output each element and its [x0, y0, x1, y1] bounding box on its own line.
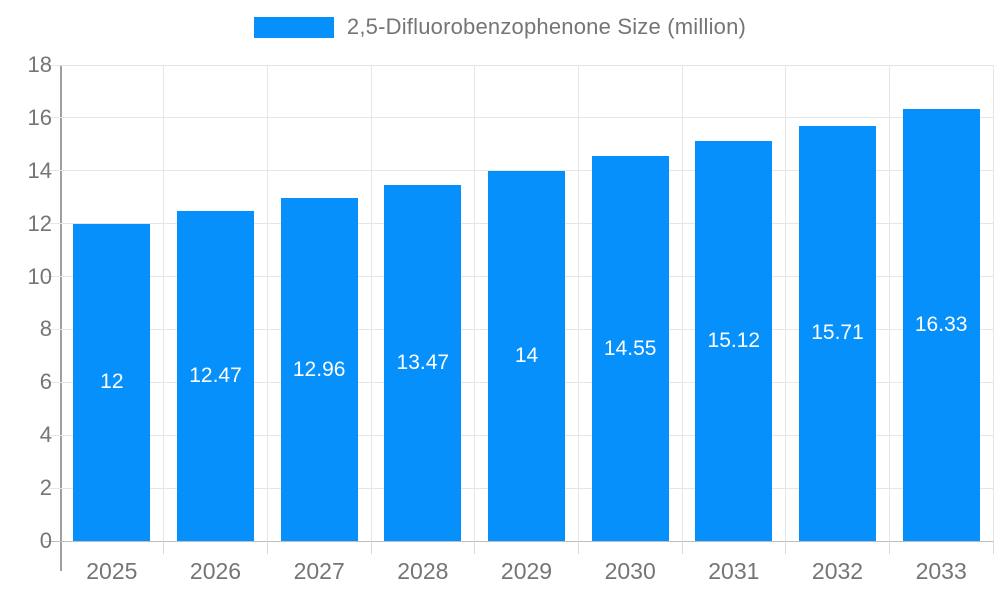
x-tick-label: 2029 [500, 558, 553, 584]
x-axis-baseline [45, 540, 993, 542]
bar-value-label: 13.47 [396, 350, 450, 374]
x-tick-mark [370, 541, 372, 554]
v-gridline [163, 65, 165, 541]
y-tick-label: 0 [39, 528, 52, 553]
x-tick-label: 2028 [397, 558, 449, 584]
bar-value-label: 14 [514, 343, 539, 367]
x-tick-mark [474, 541, 476, 554]
bar-value-label: 12.96 [292, 357, 346, 381]
bar-2026[interactable] [177, 211, 254, 541]
bar-2031[interactable] [695, 141, 773, 541]
x-tick-mark [785, 541, 787, 554]
x-tick-mark [992, 541, 994, 554]
bar-value-label: 14.55 [603, 336, 657, 360]
v-gridline [474, 65, 476, 541]
plot-area: 12 12.47 12.96 13.47 14 14.55 15.12 15.71 16.33 [45, 64, 994, 554]
v-gridline [681, 65, 683, 541]
bar-2030[interactable] [591, 156, 669, 541]
y-tick-label: 16 [27, 104, 52, 130]
v-gridline [992, 65, 994, 541]
bar-2027[interactable] [280, 198, 358, 541]
x-axis-labels: 2025 2026 2027 2028 2029 2030 2031 2032 2033 [60, 552, 993, 592]
y-tick-label: 4 [39, 422, 52, 448]
legend-label: 2,5-Difluorobenzophenone Size (million) [346, 14, 747, 39]
y-tick-label: 12 [27, 210, 52, 236]
x-tick-label: 2033 [915, 558, 967, 584]
y-tick-label: 2 [39, 475, 52, 501]
x-tick-mark [266, 541, 268, 554]
bar-value-label: 15.71 [811, 321, 864, 345]
y-tick-label: 6 [39, 369, 52, 395]
bar-2025[interactable] [73, 223, 151, 541]
bar-value-label: 16.33 [914, 313, 968, 337]
v-gridline [577, 65, 579, 541]
legend-swatch [253, 16, 334, 38]
x-tick-label: 2025 [86, 558, 138, 584]
v-gridline [888, 65, 890, 541]
y-tick-label: 14 [27, 157, 52, 183]
x-tick-label: 2031 [708, 558, 760, 584]
v-gridline [266, 65, 268, 541]
x-tick-label: 2032 [811, 558, 864, 584]
bar-value-label: 12 [100, 370, 124, 394]
bar-2029[interactable] [488, 170, 565, 541]
v-gridline [785, 65, 787, 541]
bar-2033[interactable] [902, 109, 980, 541]
x-tick-label: 2030 [604, 558, 656, 584]
y-tick-label: 10 [27, 263, 52, 289]
x-tick-label: 2027 [293, 558, 345, 584]
bar-value-label: 12.47 [189, 364, 242, 388]
bar-2028[interactable] [384, 184, 462, 541]
h-gridline [45, 117, 993, 119]
y-tick-label: 18 [27, 52, 52, 77]
y-axis-line [60, 65, 62, 571]
chart-legend[interactable]: 2,5-Difluorobenzophenone Size (million) [0, 14, 1000, 40]
x-tick-mark [888, 541, 890, 554]
h-gridline [45, 64, 993, 66]
x-tick-mark [681, 541, 683, 554]
x-tick-label: 2026 [189, 558, 242, 584]
v-gridline [370, 65, 372, 541]
y-axis-labels: 0 2 4 6 8 10 12 14 16 18 [0, 52, 52, 553]
h-gridline [45, 170, 993, 172]
y-tick-label: 8 [39, 316, 52, 342]
x-tick-mark [163, 541, 165, 554]
bar-2032[interactable] [799, 125, 876, 541]
x-tick-mark [577, 541, 579, 554]
bar-value-label: 15.12 [707, 329, 761, 353]
